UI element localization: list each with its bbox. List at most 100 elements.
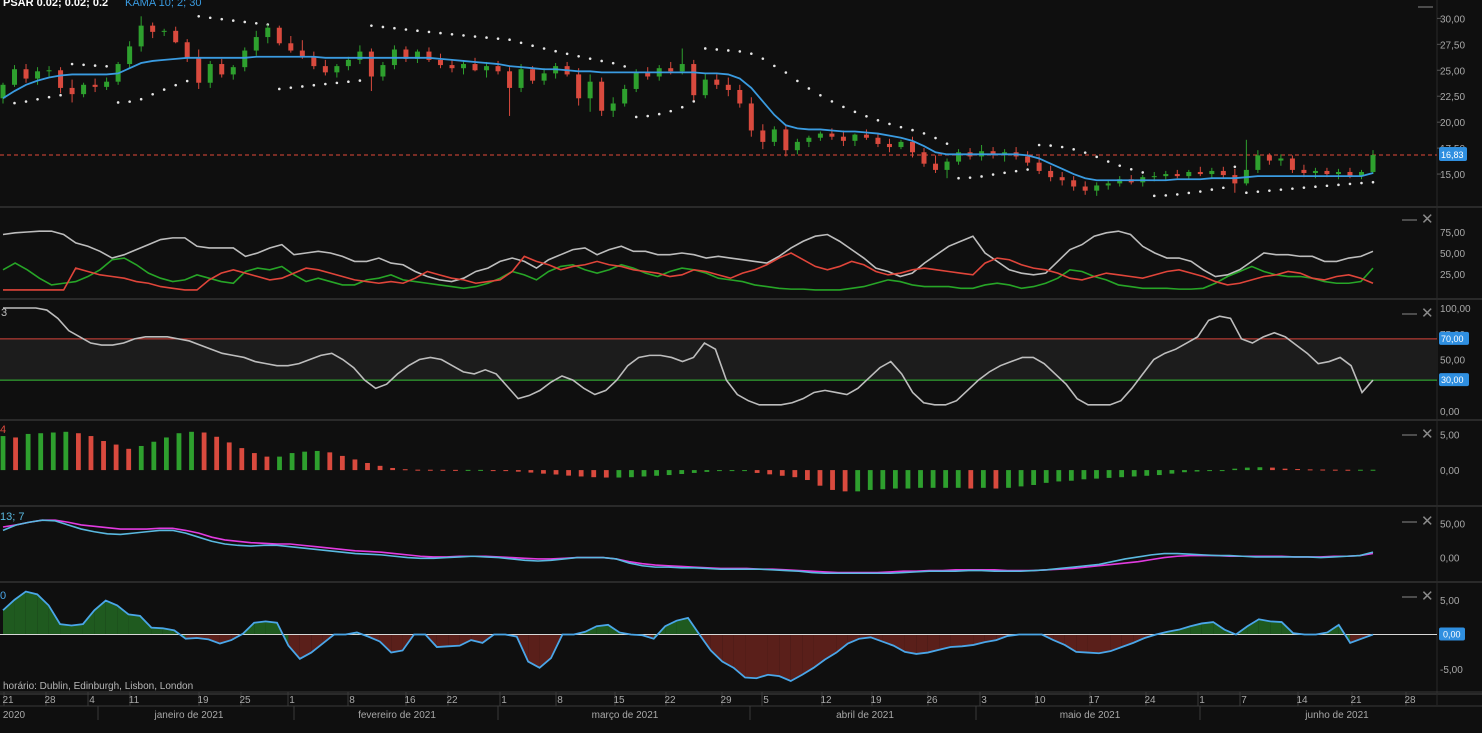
candle-up <box>334 66 340 73</box>
histogram-bar <box>25 433 31 471</box>
rsi-overbought-badge <box>1439 331 1469 345</box>
x-day-label: 11 <box>129 695 140 706</box>
ma-minimize-button[interactable]: — <box>1402 513 1417 530</box>
oscillator-area <box>962 634 974 647</box>
histogram-bar <box>1219 470 1225 472</box>
rsi-line <box>3 307 1374 406</box>
histogram-bar <box>126 448 132 471</box>
oscillator-area <box>162 628 175 635</box>
histogram-bar <box>113 444 119 471</box>
candle-down <box>437 59 443 66</box>
x-day-label: 29 <box>720 695 732 706</box>
psar-dot <box>116 101 120 104</box>
psar-dot <box>278 87 281 91</box>
rsi-minimize-button[interactable]: — <box>1402 305 1417 322</box>
candle-down <box>449 65 455 69</box>
osc-minimize-button[interactable]: — <box>1402 588 1417 605</box>
histogram-bar <box>779 470 785 476</box>
histogram-bar <box>76 433 81 471</box>
psar-dot <box>1371 180 1375 184</box>
psar-dot <box>922 132 926 135</box>
candle-down <box>1266 155 1272 161</box>
psar-dot <box>1199 190 1202 193</box>
dmi-minimize-button[interactable]: — <box>1402 211 1417 228</box>
candle-up <box>794 141 800 151</box>
histogram-bar <box>980 470 986 488</box>
histogram-bar <box>591 470 597 478</box>
candle-down <box>288 43 294 51</box>
candle-down <box>69 87 75 95</box>
oscillator-area <box>288 634 300 659</box>
candle-up <box>1186 171 1192 177</box>
oscillator-area <box>596 624 609 635</box>
histogram-bar <box>1332 469 1338 471</box>
oscillator-area <box>379 634 392 653</box>
main-y-tick-label: 15,00 <box>1440 170 1465 181</box>
histogram-bar <box>691 470 697 473</box>
x-day-label: 4 <box>89 695 95 706</box>
x-day-label: 21 <box>1350 695 1362 706</box>
histogram-bar <box>1144 470 1150 476</box>
oscillator-area <box>528 634 540 668</box>
candle-down <box>909 141 915 153</box>
candle-up <box>679 64 685 72</box>
oscillator-area <box>1076 634 1088 653</box>
oscillator-area <box>1064 634 1077 652</box>
psar-dot <box>1026 168 1029 171</box>
histogram-bar <box>415 469 421 471</box>
hist-close-icon[interactable]: ✕ <box>1421 426 1434 443</box>
histogram-bar <box>754 470 760 473</box>
x-day-label: 16 <box>404 695 416 706</box>
oscillator-area <box>836 634 848 653</box>
histogram-bar <box>943 470 949 488</box>
psar-dot <box>82 63 85 67</box>
x-day-label: 25 <box>239 695 251 706</box>
psar-dot <box>865 114 868 118</box>
psar-dot <box>957 176 960 180</box>
psar-dot <box>231 19 235 22</box>
psar-dot <box>185 79 189 83</box>
psar-dot <box>911 128 914 132</box>
psar-dot <box>243 20 247 24</box>
oscillator-area <box>128 614 140 635</box>
ma-close-icon[interactable]: ✕ <box>1421 513 1434 530</box>
candle-down <box>748 103 754 131</box>
oscillator-area <box>882 634 894 646</box>
candle-up <box>806 137 812 142</box>
main-minimize-button[interactable]: — <box>1418 0 1433 15</box>
rsi-close-icon[interactable]: ✕ <box>1421 305 1434 322</box>
oscillator-area <box>94 600 106 635</box>
osc-close-icon[interactable]: ✕ <box>1421 588 1434 605</box>
candle-up <box>1117 179 1123 184</box>
candle-up <box>587 81 593 99</box>
histogram-bar <box>1194 470 1200 472</box>
histogram-bar <box>905 470 911 489</box>
histogram-bar <box>717 470 722 472</box>
psar-dot <box>853 110 857 114</box>
psar-dot <box>416 29 419 33</box>
candle-up <box>898 141 904 148</box>
histogram-bar <box>0 436 6 471</box>
hist-minimize-button[interactable]: — <box>1402 426 1417 443</box>
histogram-bar <box>503 470 509 472</box>
dmi-close-icon[interactable]: ✕ <box>1421 211 1434 228</box>
candle-up <box>138 25 144 47</box>
histogram-bar <box>1182 470 1187 473</box>
candle-down <box>276 27 282 44</box>
psar-dot <box>1314 185 1317 188</box>
histogram-bar <box>654 470 659 476</box>
oscillator-area <box>676 617 688 635</box>
psar-dot <box>462 34 465 37</box>
oscillator-area <box>299 634 312 659</box>
histogram-bar <box>163 437 169 471</box>
histogram-bar <box>1018 470 1024 487</box>
hist-y-tick-label: 5,00 <box>1440 431 1460 442</box>
oscillator-area <box>448 634 460 647</box>
ma-y-tick-label: 50,00 <box>1440 520 1465 531</box>
histogram-bar <box>226 442 232 471</box>
psar-dot <box>1164 194 1168 197</box>
x-day-label: 15 <box>613 695 625 706</box>
histogram-bar <box>1320 469 1326 471</box>
